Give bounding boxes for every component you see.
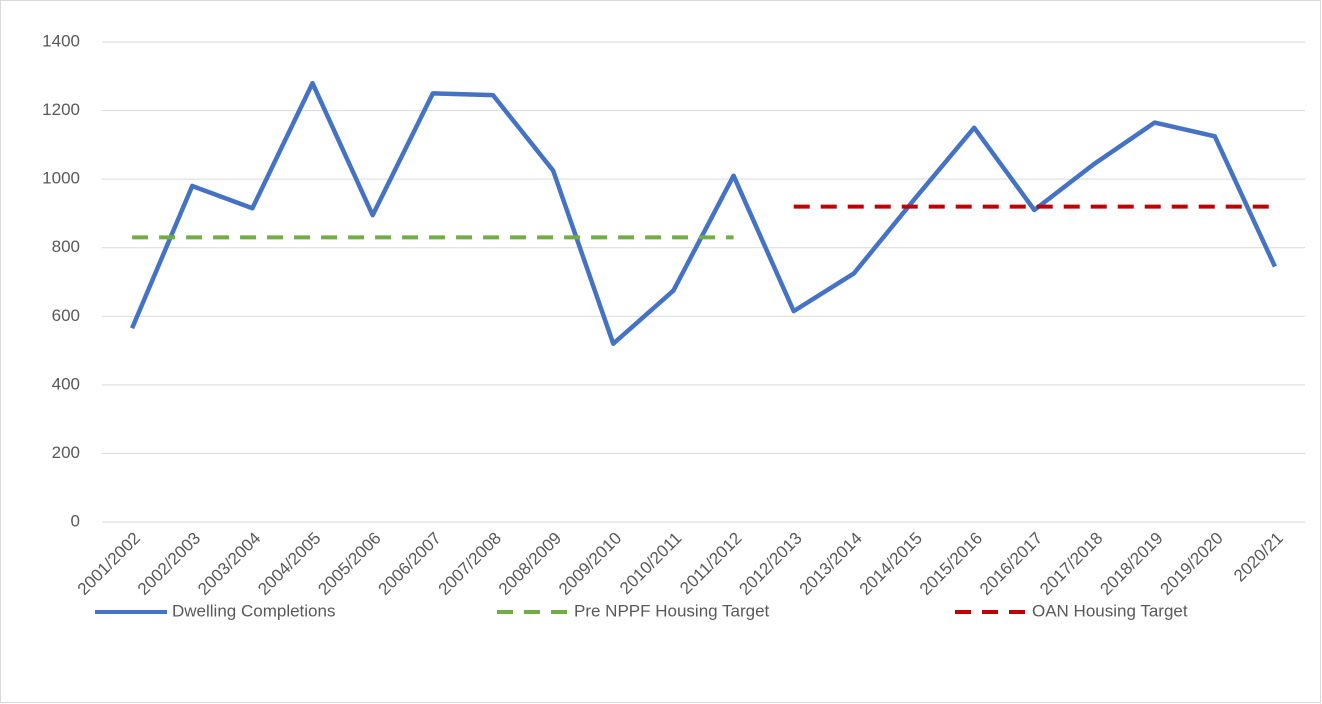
legend-label: Dwelling Completions — [172, 601, 335, 620]
y-tick-label: 800 — [52, 237, 80, 256]
y-tick-label: 200 — [52, 443, 80, 462]
y-tick-label: 600 — [52, 306, 80, 325]
y-tick-label: 0 — [71, 511, 80, 530]
y-tick-label: 400 — [52, 374, 80, 393]
y-tick-label: 1000 — [42, 169, 80, 188]
legend-label: OAN Housing Target — [1032, 601, 1188, 620]
series-line — [130, 80, 1277, 346]
legend-label: Pre NPPF Housing Target — [574, 601, 770, 620]
y-tick-label: 1200 — [42, 100, 80, 119]
y-tick-label: 1400 — [42, 31, 80, 50]
